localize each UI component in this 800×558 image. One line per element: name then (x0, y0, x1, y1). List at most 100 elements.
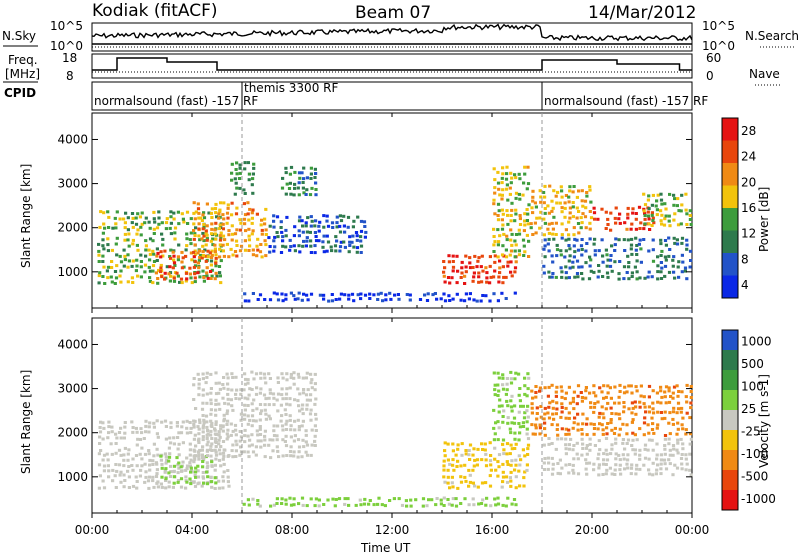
heatmap-cell (547, 231, 551, 235)
heatmap-cell (405, 504, 409, 508)
heatmap-cell (139, 233, 143, 237)
heatmap-cell (264, 412, 268, 416)
heatmap-cell (97, 249, 101, 253)
heatmap-cell (664, 385, 669, 389)
heatmap-cell (205, 437, 209, 440)
heatmap-cell (597, 466, 601, 470)
heatmap-cell (622, 405, 626, 409)
heatmap-cell (663, 264, 668, 268)
heatmap-cell (529, 222, 533, 226)
heatmap-cell (517, 228, 521, 232)
heatmap-cell (663, 447, 667, 451)
colorbar-swatch (722, 350, 738, 371)
heatmap-cell (617, 238, 621, 242)
heatmap-cell (629, 472, 633, 476)
heatmap-cell (136, 274, 140, 278)
heatmap-cell (676, 394, 680, 398)
heatmap-cell (185, 232, 189, 236)
heatmap-cell (192, 425, 196, 429)
heatmap-cell (493, 432, 497, 436)
heatmap-cell (446, 475, 450, 479)
heatmap-cell (442, 270, 446, 274)
heatmap-cell (496, 181, 501, 185)
heatmap-cell (101, 260, 105, 263)
heatmap-cell (547, 211, 551, 215)
heatmap-cell (313, 424, 317, 428)
colorbar-swatch (722, 140, 738, 164)
heatmap-cell (114, 442, 118, 445)
heatmap-cell (689, 396, 693, 399)
heatmap-cell (509, 443, 513, 447)
heatmap-cell (504, 187, 509, 191)
heatmap-cell (592, 432, 596, 436)
heatmap-cell (496, 228, 500, 232)
heatmap-cell (263, 438, 267, 442)
heatmap-cell (163, 468, 167, 472)
heatmap-cell (284, 297, 288, 301)
colorbar-swatch (722, 208, 738, 231)
heatmap-cell (554, 394, 558, 398)
heatmap-cell (446, 276, 451, 279)
heatmap-cell (681, 260, 685, 264)
heatmap-cell (504, 177, 509, 181)
heatmap-cell (239, 221, 243, 225)
heatmap-cell (362, 502, 367, 506)
heatmap-cell (189, 231, 193, 235)
heatmap-cell (442, 496, 446, 500)
heatmap-cell (555, 243, 559, 247)
heatmap-cell (614, 452, 618, 456)
heatmap-cell (302, 292, 306, 296)
heatmap-cell (163, 271, 167, 275)
heatmap-cell (140, 446, 144, 450)
heatmap-cell (505, 377, 509, 380)
heatmap-cell (221, 213, 225, 217)
heatmap-cell (250, 370, 254, 374)
heatmap-cell (152, 485, 156, 489)
heatmap-cell (464, 254, 468, 258)
nsky-trace (91, 23, 693, 48)
heatmap-cell (272, 225, 276, 229)
heatmap-cell (409, 504, 413, 508)
heatmap-cell (522, 476, 526, 480)
heatmap-cell (501, 383, 505, 387)
heatmap-cell (518, 217, 522, 221)
heatmap-cell (667, 236, 671, 240)
heatmap-cell (539, 210, 543, 214)
heatmap-cell (211, 237, 215, 241)
heatmap-cell (144, 430, 148, 434)
heatmap-cell (106, 237, 110, 241)
heatmap-cell (194, 466, 198, 470)
heatmap-cell (210, 485, 214, 489)
heatmap-cell (135, 464, 139, 468)
heatmap-cell (538, 426, 542, 430)
heatmap-cell (593, 444, 597, 447)
heatmap-cell (609, 421, 613, 425)
heatmap-cell (154, 461, 158, 465)
heatmap-cell (313, 504, 317, 508)
heatmap-cell (113, 474, 117, 478)
heatmap-cell (473, 484, 477, 488)
heatmap-cell (688, 218, 692, 221)
heatmap-cell (164, 467, 168, 471)
heatmap-cell (161, 243, 165, 247)
heatmap-cell (671, 453, 675, 457)
heatmap-cell (238, 171, 242, 175)
heatmap-cell (558, 458, 562, 462)
heatmap-cell (488, 484, 493, 488)
heatmap-cell (479, 502, 484, 505)
heatmap-cell (571, 468, 575, 472)
heatmap-cell (372, 293, 376, 297)
y-tick-label: 1000 (57, 265, 88, 279)
heatmap-cell (201, 393, 205, 397)
colorbar-swatch (722, 450, 738, 471)
heatmap-cell (517, 393, 521, 397)
heatmap-cell (97, 242, 101, 246)
heatmap-cell (609, 254, 613, 257)
heatmap-cell (335, 225, 339, 229)
heatmap-cell (451, 297, 455, 301)
heatmap-cell (456, 459, 460, 463)
heatmap-cell (680, 467, 684, 471)
heatmap-cell (688, 452, 692, 456)
heatmap-cell (510, 243, 514, 247)
